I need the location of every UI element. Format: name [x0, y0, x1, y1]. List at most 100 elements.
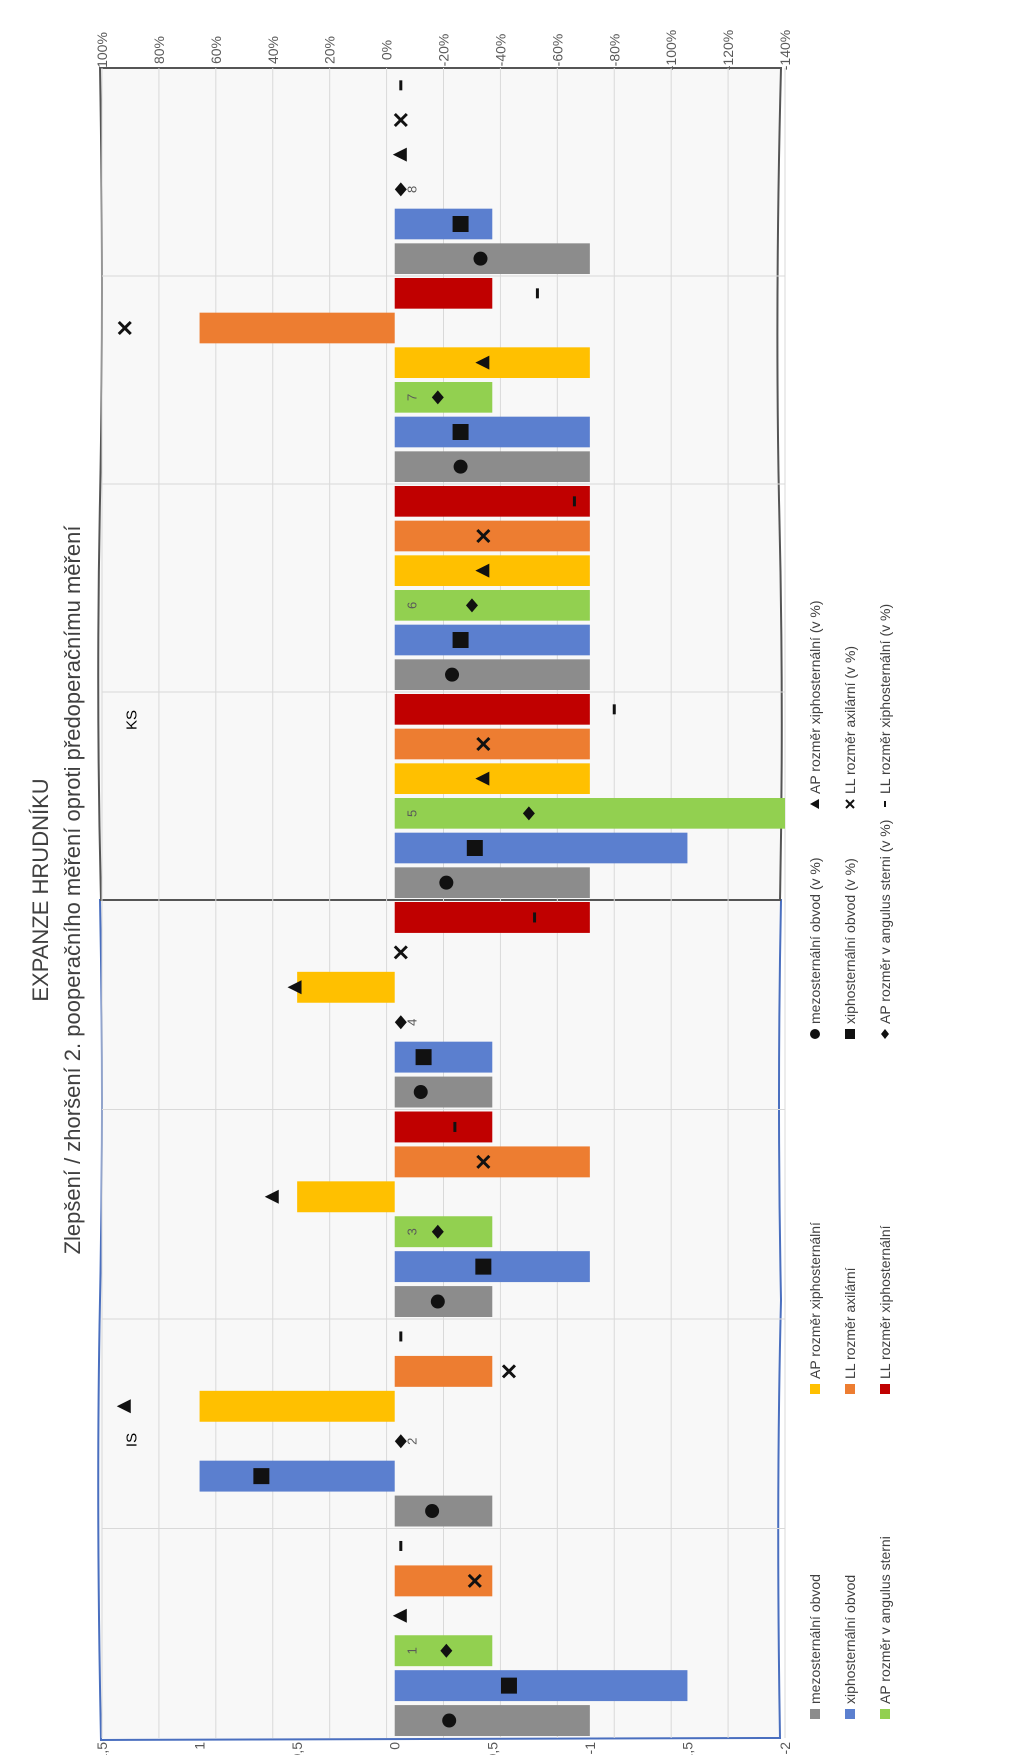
bar — [394, 208, 493, 240]
bar — [394, 763, 590, 794]
legend-item: mezosternální obvod (v %) — [807, 857, 823, 1039]
left-tick-label: -1 — [582, 1742, 598, 1755]
bar — [394, 1355, 493, 1387]
right-tick-label: -20% — [436, 34, 452, 67]
legend-label: LL rozměr axilární (v %) — [842, 646, 858, 794]
marker-x — [476, 1154, 491, 1169]
marker-diamond — [522, 806, 535, 821]
marker-circle — [445, 667, 460, 682]
bar — [394, 1146, 590, 1178]
bar — [394, 590, 590, 621]
panel-label-is: IS — [123, 1433, 140, 1447]
legend-label: AP rozměr xiphosternální (v %) — [807, 601, 823, 794]
legend-marker — [845, 799, 855, 809]
panel-label-ks: KS — [123, 710, 140, 730]
right-tick-label: 40% — [265, 36, 281, 64]
left-tick-label: 1,5 — [94, 1742, 110, 1755]
marker-square — [466, 840, 483, 856]
legend-marker — [881, 1029, 889, 1039]
bar — [297, 1181, 395, 1213]
legend-item: LL rozměr axilární (v %) — [842, 646, 858, 809]
marker-circle — [413, 1085, 428, 1100]
bar — [199, 312, 395, 344]
marker-diamond — [431, 1224, 444, 1239]
bar — [199, 1460, 395, 1492]
legend-marker — [884, 801, 886, 807]
legend-item: AP rozměr xiphosternální (v %) — [807, 601, 823, 809]
category-label: 1 — [405, 1647, 420, 1654]
marker-triangle — [392, 147, 407, 162]
category-label: 3 — [405, 1228, 420, 1235]
category-label: 6 — [405, 602, 420, 609]
marker-circle — [453, 459, 468, 474]
marker-triangle — [116, 1399, 131, 1414]
legend-label: LL rozměr xiphosternální — [877, 1225, 893, 1379]
legend-swatch — [845, 1384, 855, 1394]
legend-label: AP rozměr v angulus sterni (v %) — [877, 820, 893, 1024]
marker-dash — [572, 496, 576, 507]
marker-dash — [612, 704, 616, 715]
legend-item: xiphosternální obvod (v %) — [842, 858, 858, 1039]
bar — [394, 347, 590, 378]
legend-item: LL rozměr xiphosternální — [877, 1225, 893, 1394]
right-tick-label: -40% — [492, 34, 508, 67]
legend-label: AP rozměr xiphosternální — [807, 1222, 823, 1379]
legend-item: xiphosternální obvod — [842, 1575, 858, 1719]
bar — [394, 1111, 493, 1143]
marker-square — [500, 1677, 517, 1694]
bar — [297, 971, 395, 1003]
legend-label: xiphosternální obvod — [842, 1575, 858, 1704]
bar — [394, 1565, 493, 1597]
bar — [394, 451, 590, 482]
marker-triangle — [475, 563, 490, 578]
bar — [394, 416, 590, 448]
marker-x — [117, 320, 132, 336]
right-tick-label: 80% — [151, 36, 167, 64]
bar — [394, 902, 590, 933]
bar — [394, 243, 590, 274]
bar — [394, 1251, 590, 1283]
marker-square — [475, 1258, 492, 1275]
left-tick-label: -1,5 — [679, 1742, 695, 1755]
bar — [394, 798, 785, 829]
marker-x — [476, 736, 491, 752]
bars-layer — [199, 208, 785, 1736]
legend-label: mezosternální obvod — [807, 1574, 823, 1704]
marker-triangle — [264, 1189, 279, 1204]
marker-x — [476, 528, 491, 544]
right-tick-label: -140% — [777, 30, 793, 70]
chart-title: EXPANZE HRUDNÍKU — [28, 778, 53, 1001]
marker-dash — [399, 80, 403, 91]
right-tick-label: -80% — [606, 34, 622, 67]
right-axis: 100% 80% 60% 40% 20% 0% -20% -40% -60% -80% -100% -… — [94, 30, 793, 70]
marker-triangle — [392, 1608, 407, 1623]
legend-label: LL rozměr axilární — [842, 1267, 858, 1379]
legend: mezosternální obvod xiphosternální obvod A… — [807, 601, 893, 1719]
left-tick-label: 0 — [387, 1742, 403, 1750]
bar — [394, 694, 590, 725]
marker-x — [467, 1573, 482, 1588]
legend-item: AP rozměr v angulus sterni — [877, 1536, 893, 1719]
bar — [394, 278, 493, 309]
legend-item: LL rozměr axilární — [842, 1267, 858, 1394]
bar — [394, 1041, 493, 1073]
marker-diamond — [440, 1643, 453, 1658]
legend-swatch — [845, 1709, 855, 1719]
marker-dash — [533, 912, 537, 923]
marker-square — [253, 1468, 270, 1485]
bar — [394, 659, 590, 690]
marker-circle — [439, 875, 454, 890]
marker-square — [452, 632, 469, 648]
marker-triangle — [287, 980, 302, 995]
category-label: 2 — [405, 1438, 420, 1445]
legend-marker — [845, 1029, 855, 1039]
chart-subtitle: Zlepšení / zhoršení 2. pooperačního měře… — [60, 526, 85, 1255]
bar — [394, 832, 688, 864]
legend-swatch — [880, 1384, 890, 1394]
right-tick-label: -60% — [549, 34, 565, 67]
bar — [394, 555, 590, 586]
category-label: 8 — [405, 186, 420, 193]
legend-swatch — [810, 1709, 820, 1719]
category-labels: 1 2 3 4 5 6 7 8 — [405, 186, 420, 1655]
